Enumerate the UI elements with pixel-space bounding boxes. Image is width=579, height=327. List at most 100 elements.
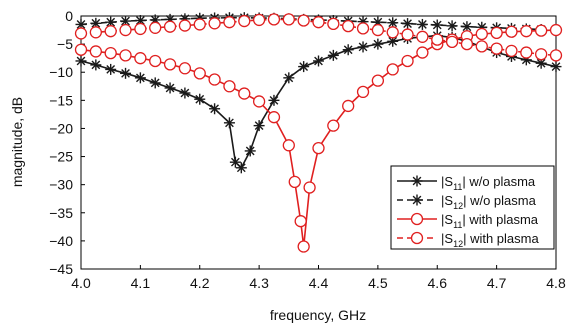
data-point-circle <box>297 14 310 27</box>
series-layer <box>74 12 563 253</box>
legend-label: |S11| with plasma <box>441 212 539 230</box>
data-point-asterisk <box>298 61 310 73</box>
axis-ticks: 4.0 4.1 4.2 4.3 4.4 4.5 4.6 4.7 4.8 0 −5 −10 −15 −20 −… <box>49 8 566 291</box>
x-tick-label: 4.6 <box>428 275 448 291</box>
data-point-asterisk <box>75 18 87 30</box>
y-tick-label: −5 <box>57 36 73 52</box>
data-point-circle <box>119 49 132 62</box>
data-point-asterisk <box>283 72 295 84</box>
data-point-asterisk <box>209 103 221 115</box>
data-point-circle <box>149 21 162 34</box>
data-point-circle <box>238 87 251 100</box>
data-point-asterisk <box>134 72 146 84</box>
data-point-asterisk <box>179 87 191 99</box>
data-point-circle <box>386 26 399 39</box>
y-tick-label: 0 <box>65 8 73 24</box>
data-point-circle <box>371 23 385 37</box>
y-tick-label: −30 <box>49 177 73 193</box>
x-tick-label: 4.3 <box>249 275 269 291</box>
data-point-circle <box>549 23 563 37</box>
data-point-asterisk <box>411 194 423 206</box>
data-point-circle <box>223 80 236 93</box>
y-axis-label: magnitude, dB <box>9 97 25 187</box>
data-point-circle <box>490 26 503 40</box>
x-tick-label: 4.8 <box>546 275 566 291</box>
data-point-circle <box>208 17 221 30</box>
data-point-asterisk <box>134 14 146 26</box>
data-point-asterisk <box>416 18 428 30</box>
data-point-circle <box>104 46 117 60</box>
data-point-circle <box>386 63 399 76</box>
data-point-circle <box>342 19 355 33</box>
data-point-asterisk <box>75 55 87 67</box>
y-tick-label: −40 <box>49 233 73 249</box>
data-point-asterisk <box>411 175 423 187</box>
legend-label: |S12| with plasma <box>441 231 539 249</box>
data-point-circle <box>193 67 206 80</box>
data-point-circle <box>104 25 117 38</box>
data-point-circle <box>89 26 102 39</box>
data-point-asterisk <box>253 120 265 132</box>
data-point-circle <box>356 22 370 35</box>
legend: |S11| w/o plasma|S12| w/o plasma|S11| wi… <box>390 165 555 250</box>
series-4 <box>74 13 563 62</box>
data-point-circle <box>410 212 424 226</box>
x-tick-label: 4.4 <box>309 275 329 291</box>
y-tick-label: −45 <box>49 261 73 277</box>
data-point-asterisk <box>194 93 206 105</box>
data-point-circle <box>342 99 355 113</box>
data-point-asterisk <box>149 77 161 89</box>
data-point-circle <box>119 23 132 37</box>
data-point-circle <box>294 215 307 228</box>
data-point-circle <box>535 24 548 37</box>
data-point-asterisk <box>372 38 384 50</box>
data-point-asterisk <box>313 55 324 67</box>
data-point-circle <box>193 18 206 31</box>
data-point-asterisk <box>550 61 562 73</box>
y-tick-label: −35 <box>49 205 73 221</box>
data-point-circle <box>410 231 424 245</box>
data-point-circle <box>89 45 102 58</box>
data-point-circle <box>163 20 177 33</box>
data-point-circle <box>475 40 488 53</box>
legend-label: |S11| w/o plasma <box>441 174 536 192</box>
data-point-asterisk <box>105 63 117 75</box>
data-point-circle <box>312 141 325 155</box>
data-point-circle <box>303 181 316 194</box>
data-point-circle <box>520 25 533 38</box>
data-point-asterisk <box>235 162 247 174</box>
data-point-circle <box>312 16 325 29</box>
data-point-asterisk <box>268 94 280 106</box>
data-point-circle <box>208 73 221 86</box>
data-point-circle <box>134 22 147 36</box>
data-point-circle <box>134 52 147 65</box>
data-point-circle <box>267 13 281 26</box>
data-point-circle <box>490 42 503 55</box>
x-tick-label: 4.5 <box>368 275 388 291</box>
data-point-circle <box>401 28 414 41</box>
data-point-circle <box>297 240 310 253</box>
data-point-asterisk <box>342 44 354 56</box>
data-point-circle <box>416 46 429 59</box>
data-point-circle <box>178 62 192 75</box>
data-point-circle <box>401 54 414 68</box>
data-point-circle <box>431 33 444 46</box>
data-point-circle <box>327 119 340 132</box>
data-point-circle <box>327 17 340 31</box>
data-point-asterisk <box>402 18 414 30</box>
data-point-circle <box>475 27 488 41</box>
data-point-circle <box>252 13 266 27</box>
data-point-asterisk <box>120 67 132 79</box>
data-point-circle <box>149 54 162 68</box>
x-tick-label: 4.0 <box>71 275 91 291</box>
x-tick-label: 4.1 <box>131 275 151 291</box>
data-point-circle <box>535 48 548 61</box>
data-point-asterisk <box>244 145 256 157</box>
data-point-asterisk <box>90 59 102 71</box>
y-tick-label: −15 <box>49 92 73 108</box>
data-point-circle <box>371 74 385 87</box>
data-point-circle <box>356 85 370 99</box>
data-point-circle <box>178 19 192 32</box>
y-tick-label: −20 <box>49 120 73 136</box>
